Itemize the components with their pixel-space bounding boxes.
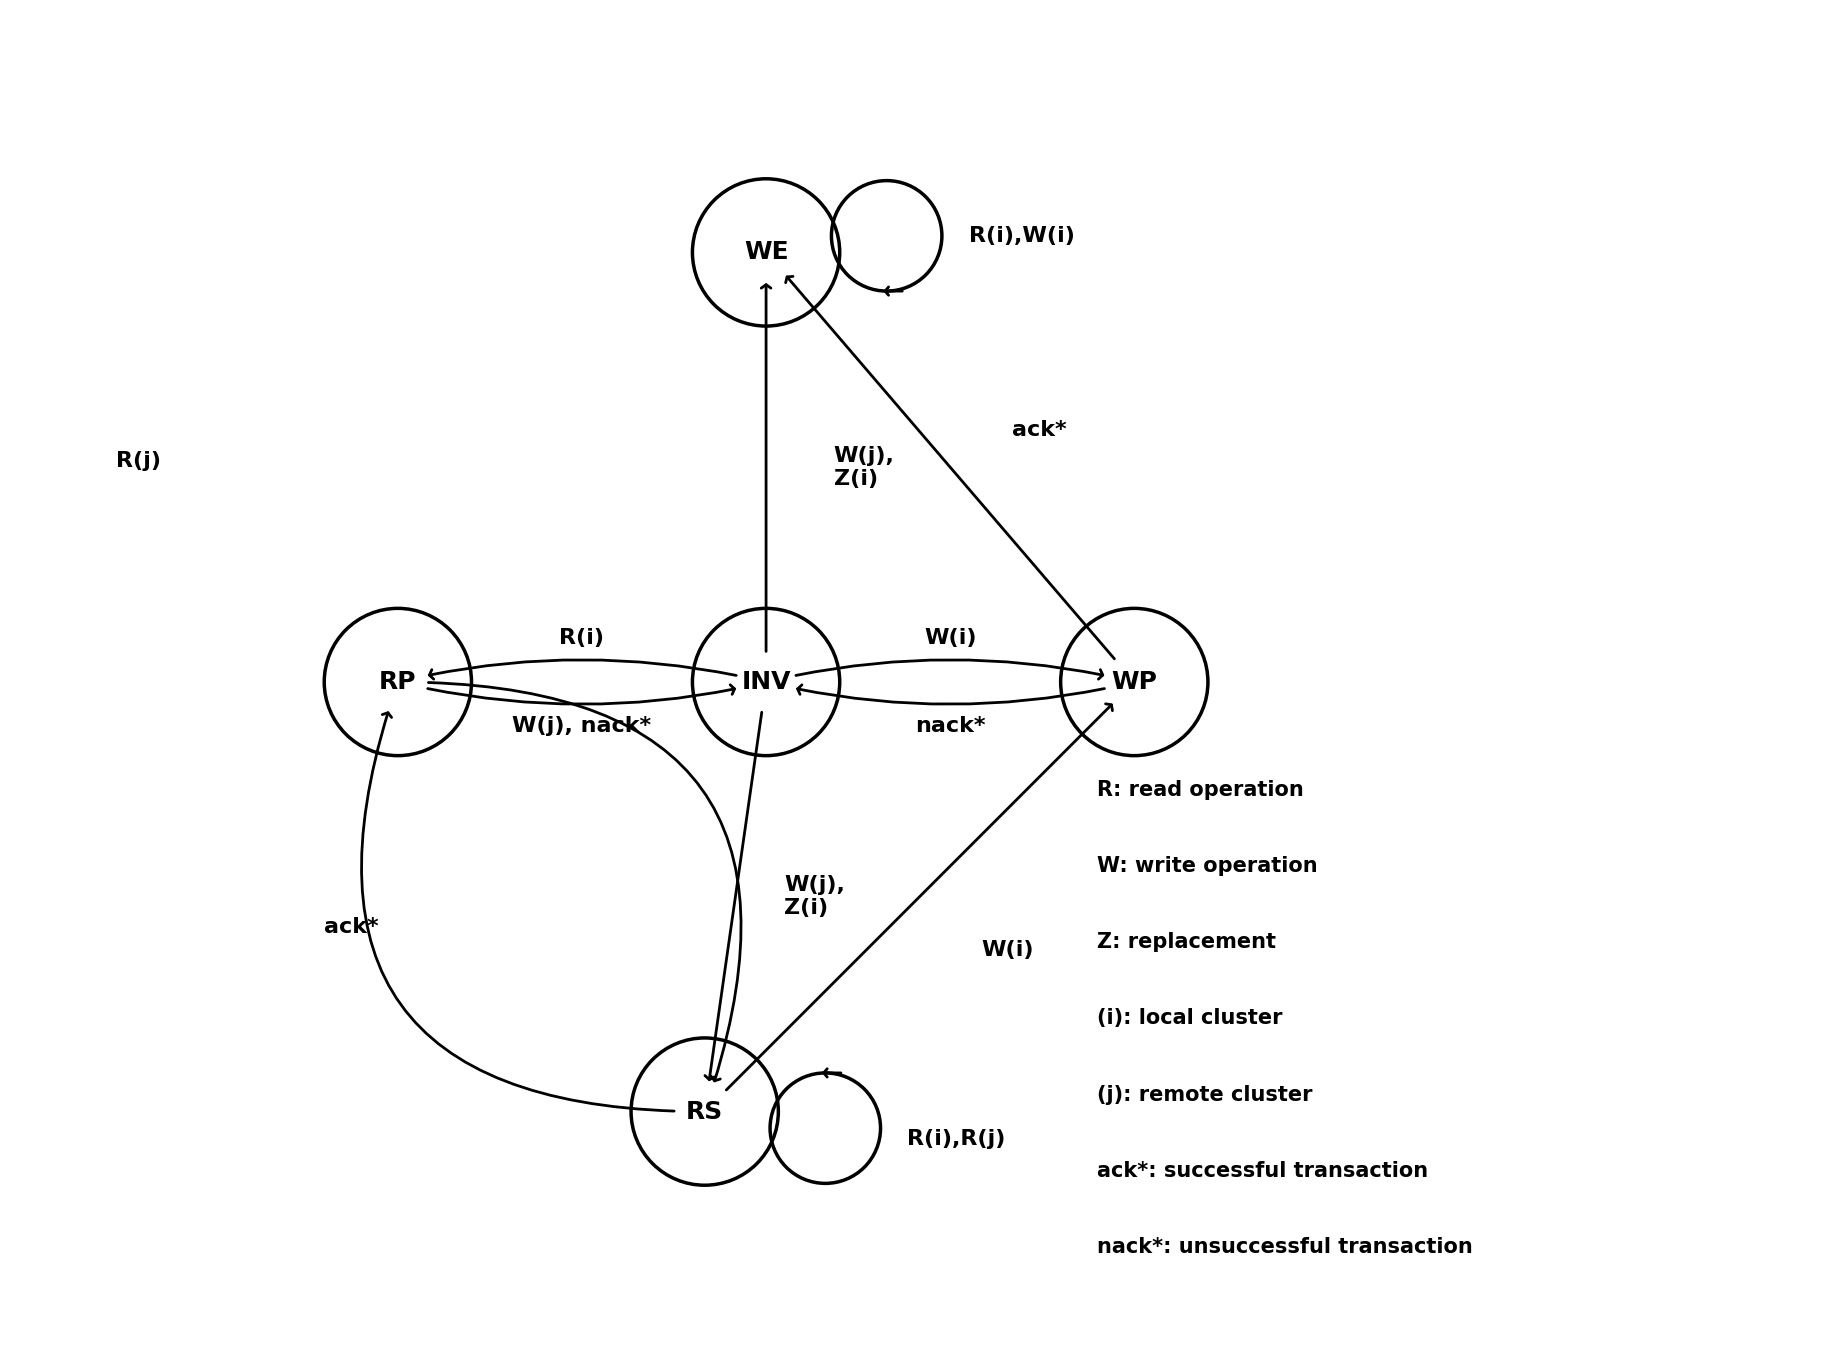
Text: R: read operation: R: read operation	[1098, 780, 1304, 801]
Text: Z: replacement: Z: replacement	[1098, 933, 1276, 952]
Text: ack*: ack*	[324, 918, 379, 937]
Text: WE: WE	[743, 240, 789, 265]
Text: R(i): R(i)	[559, 627, 605, 648]
Text: ack*: ack*	[1011, 420, 1067, 441]
Text: W(i): W(i)	[923, 627, 977, 648]
Text: R(i),W(i): R(i),W(i)	[969, 226, 1074, 246]
Text: RS: RS	[686, 1099, 723, 1124]
Text: W(j), nack*: W(j), nack*	[513, 716, 651, 737]
Text: nack*: unsuccessful transaction: nack*: unsuccessful transaction	[1098, 1237, 1473, 1256]
Text: (i): local cluster: (i): local cluster	[1098, 1008, 1284, 1028]
Text: ack*: successful transaction: ack*: successful transaction	[1098, 1161, 1429, 1181]
Text: W(j),
Z(i): W(j), Z(i)	[785, 876, 846, 918]
Text: R(j): R(j)	[116, 451, 160, 471]
Text: W(j),
Z(i): W(j), Z(i)	[833, 446, 894, 488]
Text: WP: WP	[1111, 670, 1157, 694]
Text: W(i): W(i)	[980, 940, 1034, 960]
Text: RP: RP	[379, 670, 417, 694]
Text: R(i),R(j): R(i),R(j)	[907, 1129, 1006, 1150]
Text: W: write operation: W: write operation	[1098, 857, 1319, 876]
Text: (j): remote cluster: (j): remote cluster	[1098, 1084, 1313, 1105]
Text: nack*: nack*	[916, 716, 986, 737]
Text: INV: INV	[741, 670, 791, 694]
